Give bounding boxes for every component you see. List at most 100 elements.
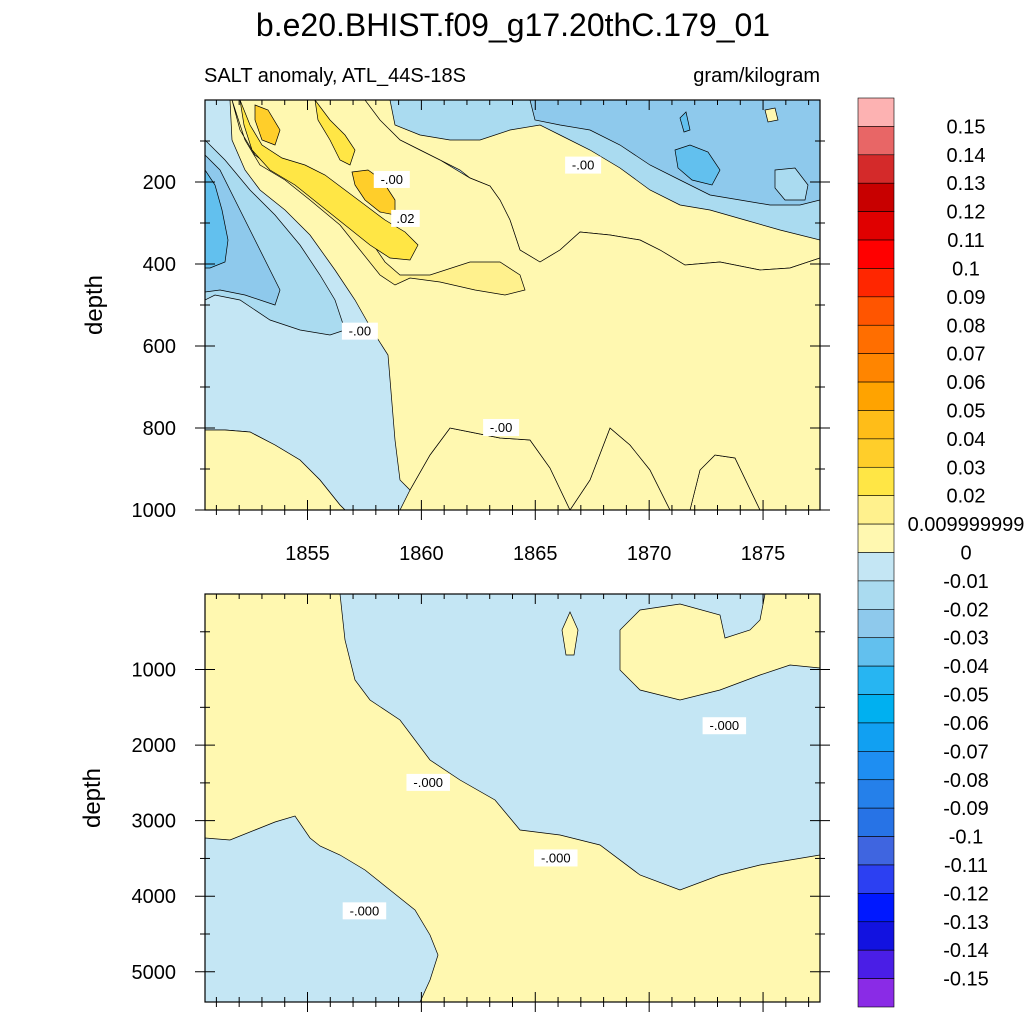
colorbar-label: -0.07 bbox=[943, 741, 989, 763]
contour-label: -.00 bbox=[373, 170, 410, 188]
colorbar-label: 0.14 bbox=[947, 145, 986, 167]
svg-text:-.000: -.000 bbox=[413, 775, 443, 790]
bottom-panel-field: -.000 -.000 -.000 -.000 bbox=[205, 594, 820, 1002]
contour-label: -.000 bbox=[406, 773, 450, 791]
contour-label: -.00 bbox=[565, 156, 602, 174]
bottom-x-ticks bbox=[215, 594, 810, 1012]
top-region-left-blue-4 bbox=[205, 169, 229, 269]
colorbar-label: 0.13 bbox=[947, 173, 986, 195]
colorbar-label: -0.11 bbox=[944, 855, 988, 877]
x-tick-label: 1860 bbox=[399, 543, 444, 565]
colorbar-label: 0.08 bbox=[947, 315, 986, 337]
top-region-salty-core-2 bbox=[239, 100, 419, 261]
svg-text:-.00: -.00 bbox=[349, 324, 371, 339]
top-region-right-yellow-speck bbox=[764, 107, 779, 123]
x-tick-label: 1870 bbox=[627, 543, 672, 565]
colorbar-swatch bbox=[857, 324, 895, 354]
colorbar-label: 0.06 bbox=[947, 372, 986, 394]
bottom-contour-labels: -.000 -.000 -.000 -.000 bbox=[342, 717, 747, 920]
contour-label: -.000 bbox=[702, 717, 747, 735]
y-tick-label: 600 bbox=[143, 336, 176, 358]
top-region-salty-core-3 bbox=[314, 100, 356, 166]
colorbar-swatch bbox=[857, 864, 895, 894]
colorbar-swatch bbox=[857, 552, 895, 582]
svg-text:-.00: -.00 bbox=[490, 420, 512, 435]
contour-label: -.00 bbox=[483, 419, 520, 436]
colorbar-swatch bbox=[857, 182, 895, 212]
colorbar-label: 0.15 bbox=[947, 116, 986, 138]
colorbar-swatch bbox=[857, 239, 895, 269]
chart-units: gram/kilogram bbox=[693, 65, 820, 87]
x-tick-label: 1855 bbox=[285, 543, 330, 565]
colorbar-swatch bbox=[857, 921, 895, 951]
colorbar-swatch bbox=[857, 694, 895, 724]
top-region-right-blue-6 bbox=[679, 111, 691, 133]
colorbar-swatch bbox=[857, 466, 895, 496]
colorbar-swatch bbox=[857, 296, 895, 326]
svg-text:.02: .02 bbox=[396, 211, 414, 226]
colorbar-swatch bbox=[857, 495, 895, 525]
colorbar-swatch bbox=[857, 751, 895, 781]
top-contour-labels: .02 -.00 -.00 -.00 -.00 bbox=[341, 156, 602, 436]
chart-subtitle-left: SALT anomaly, ATL_44S-18S bbox=[204, 65, 466, 87]
top-region-left-blue-3 bbox=[205, 154, 281, 306]
colorbar: 0.15 0.14 0.13 0.12 0.11 0.1 0.09 0.08 0.07 0.06 0… bbox=[857, 97, 1024, 1008]
colorbar-label: 0.05 bbox=[947, 400, 986, 422]
svg-text:-.00: -.00 bbox=[381, 172, 403, 187]
colorbar-label: -0.14 bbox=[943, 940, 989, 962]
top-region-right-blue-3 bbox=[529, 100, 820, 206]
top-region-right-blue-5 bbox=[774, 167, 809, 201]
colorbar-label: -0.03 bbox=[943, 628, 989, 650]
y-tick-label: 4000 bbox=[132, 886, 177, 908]
colorbar-swatch bbox=[857, 410, 895, 440]
colorbar-label: -0.15 bbox=[943, 969, 989, 991]
colorbar-label: 0.09 bbox=[947, 287, 986, 309]
y-tick-label: 1000 bbox=[132, 660, 177, 682]
contour-label: -.000 bbox=[534, 849, 578, 867]
colorbar-label: 0.12 bbox=[947, 202, 986, 224]
colorbar-swatch bbox=[857, 665, 895, 695]
colorbar-swatch bbox=[857, 438, 895, 468]
colorbar-label: -0.13 bbox=[943, 912, 989, 934]
colorbar-swatch bbox=[857, 353, 895, 383]
colorbar-swatch bbox=[857, 523, 895, 553]
y-tick-label: 5000 bbox=[132, 962, 177, 984]
colorbar-label: 0.03 bbox=[947, 457, 986, 479]
y-tick-label: 3000 bbox=[132, 811, 177, 833]
chart-title: b.e20.BHIST.f09_g17.20thC.179_01 bbox=[256, 7, 770, 43]
colorbar-label: 0.02 bbox=[947, 486, 986, 508]
colorbar-label: -0.08 bbox=[943, 770, 989, 792]
x-tick-label: 1865 bbox=[513, 543, 558, 565]
bottom-region-upper-blue bbox=[339, 594, 820, 891]
y-tick-label: 200 bbox=[143, 172, 176, 194]
top-region-right-blue-4 bbox=[674, 144, 721, 186]
top-panel: .02 -.00 -.00 -.00 -.00 200 400 600 800 1000 dep… bbox=[81, 99, 830, 522]
colorbar-swatch bbox=[857, 97, 895, 127]
colorbar-swatch bbox=[857, 211, 895, 241]
colorbar-label: 0.04 bbox=[947, 429, 986, 451]
bottom-region-speck-yellow bbox=[561, 611, 579, 656]
y-tick-label: 400 bbox=[143, 254, 176, 276]
y-tick-label: 1000 bbox=[132, 500, 177, 522]
contour-label: -.000 bbox=[342, 902, 387, 920]
colorbar-swatch bbox=[857, 126, 895, 156]
colorbar-swatch bbox=[857, 268, 895, 298]
colorbar-swatch bbox=[857, 779, 895, 809]
colorbar-label: -0.04 bbox=[943, 656, 989, 678]
y-tick-label: 800 bbox=[143, 418, 176, 440]
colorbar-label: 0.1 bbox=[952, 258, 980, 280]
top-panel-field: .02 -.00 -.00 -.00 -.00 bbox=[205, 100, 820, 510]
svg-text:-.000: -.000 bbox=[710, 718, 740, 733]
svg-text:-.000: -.000 bbox=[350, 903, 380, 918]
contour-label: -.00 bbox=[341, 322, 378, 340]
x-tick-label: 1875 bbox=[741, 543, 786, 565]
colorbar-label: 0 bbox=[960, 543, 971, 565]
colorbar-label: -0.01 bbox=[943, 571, 989, 593]
svg-text:-.00: -.00 bbox=[572, 158, 594, 173]
top-y-axis-label: depth bbox=[81, 275, 108, 335]
top-region-bottom-left-yellow bbox=[205, 429, 346, 510]
colorbar-swatch bbox=[857, 807, 895, 837]
colorbar-label: 0.009999999 bbox=[908, 514, 1024, 536]
top-region-salty-core-5 bbox=[254, 104, 281, 146]
